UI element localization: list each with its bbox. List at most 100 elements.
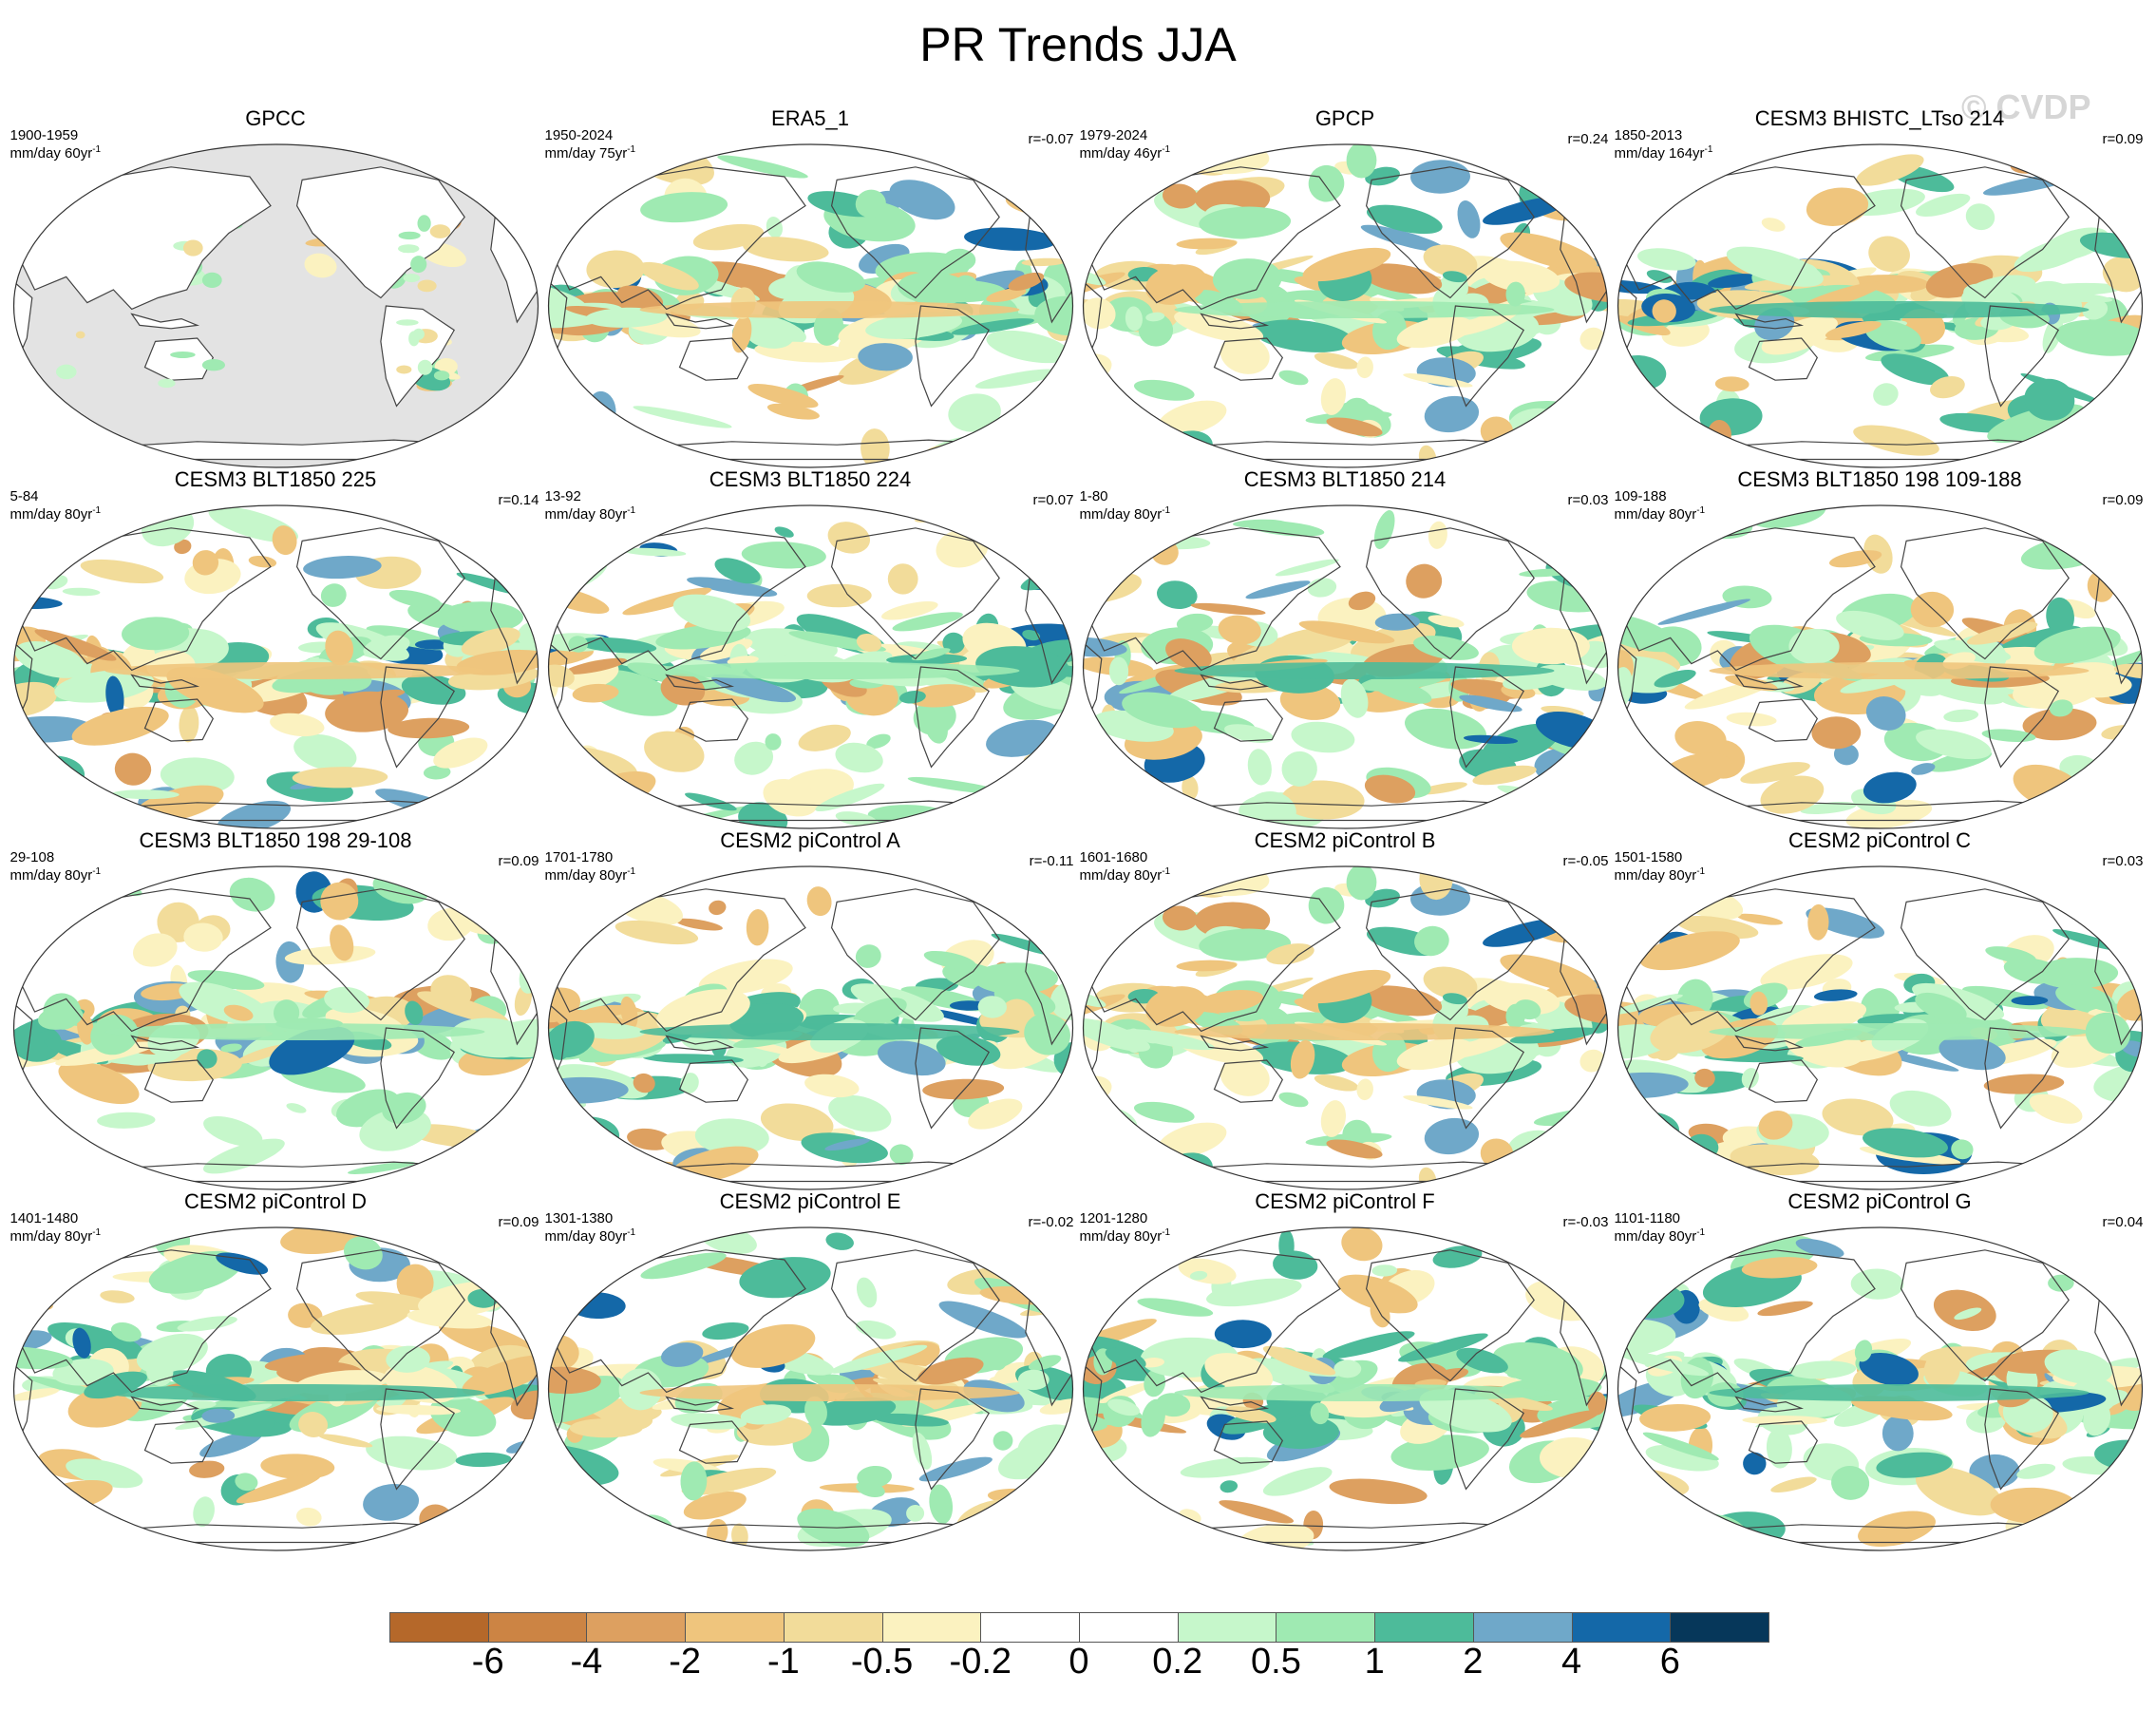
coastline bbox=[678, 337, 748, 381]
colorbar-tick-label: 2 bbox=[1463, 1642, 1484, 1682]
trend-blob bbox=[1642, 1432, 1719, 1461]
trend-blob bbox=[417, 359, 432, 375]
units-text: mm/day 60yr bbox=[9, 145, 93, 162]
trend-blob bbox=[1852, 425, 1939, 456]
map-border bbox=[1082, 143, 1608, 468]
trend-blob bbox=[37, 1004, 83, 1030]
panel-title: CESM3 BHISTC_LTso 214 bbox=[1754, 106, 2005, 130]
trend-blob bbox=[385, 1345, 430, 1373]
trend-blob bbox=[96, 1112, 155, 1129]
trend-blob bbox=[1428, 615, 1465, 628]
trend-blob bbox=[293, 733, 356, 771]
trend-blob bbox=[1019, 1161, 1069, 1188]
trend-blob bbox=[497, 527, 538, 557]
colorbar-swatch bbox=[1472, 1612, 1573, 1643]
units-text: mm/day 80yr bbox=[1614, 867, 1697, 884]
panel-title: CESM3 BLT1850 214 bbox=[1243, 467, 1447, 491]
trend-blob bbox=[1480, 1527, 1561, 1550]
panel-title: CESM3 BLT1850 224 bbox=[709, 467, 912, 491]
trend-blob bbox=[1402, 373, 1473, 388]
panel-units: mm/day 80yr-1 bbox=[1615, 866, 1706, 884]
world-map bbox=[1617, 143, 2143, 468]
trend-blob bbox=[1857, 1511, 1936, 1548]
trend-blob bbox=[1020, 559, 1072, 591]
map-border bbox=[1082, 504, 1608, 829]
trend-blob bbox=[1218, 1500, 1294, 1524]
trend-blob bbox=[302, 556, 382, 580]
map-panel: CESM3 BLT1850 224 13-92 mm/day 80yr-1 r=0.0… bbox=[543, 467, 1078, 829]
trend-blob bbox=[324, 691, 408, 732]
colorbar-swatch bbox=[1177, 1612, 1277, 1643]
trend-blob bbox=[860, 428, 890, 467]
trend-blob bbox=[1003, 884, 1031, 893]
trend-blob bbox=[740, 1404, 791, 1425]
trend-blob bbox=[887, 563, 918, 595]
trend-blob bbox=[1984, 946, 2036, 964]
itcz-band bbox=[1174, 301, 1554, 318]
trend-blob bbox=[1726, 246, 1824, 287]
coastline bbox=[664, 674, 734, 691]
trend-blob bbox=[417, 215, 431, 232]
trend-blob bbox=[1499, 954, 1598, 994]
trend-blob bbox=[215, 1252, 268, 1275]
coastline bbox=[1900, 527, 2070, 660]
trend-blob bbox=[1275, 559, 1339, 577]
coastline bbox=[1199, 674, 1269, 691]
panel-title: CESM2 piControl D bbox=[184, 1189, 367, 1213]
coastline bbox=[914, 1388, 990, 1491]
coastline bbox=[17, 888, 272, 1033]
trend-blob bbox=[1875, 1452, 1952, 1478]
panel-period: 29-108 bbox=[9, 849, 55, 865]
units-exponent: -1 bbox=[627, 1227, 636, 1238]
trend-blob bbox=[1759, 954, 1853, 990]
trend-blob bbox=[114, 752, 151, 786]
trend-blob bbox=[985, 330, 1070, 364]
trend-blob bbox=[1652, 299, 1676, 323]
trend-blob bbox=[921, 1078, 1004, 1100]
trend-blob bbox=[200, 1408, 235, 1423]
trend-blob bbox=[1106, 1398, 1140, 1416]
coastline bbox=[1621, 527, 1876, 672]
trend-blob bbox=[1051, 530, 1072, 561]
trend-blob bbox=[1364, 888, 1400, 908]
colorbar-tick-label: 4 bbox=[1560, 1642, 1582, 1682]
trend-blob bbox=[674, 918, 723, 931]
trend-blob bbox=[727, 656, 759, 666]
colorbar-tick-label: -2 bbox=[669, 1642, 702, 1682]
trend-blob bbox=[456, 649, 538, 675]
panel-correlation: r=-0.05 bbox=[1562, 853, 1609, 869]
coastline bbox=[1733, 1396, 1804, 1413]
trend-blob bbox=[872, 1413, 949, 1427]
trend-blob bbox=[1800, 801, 1857, 815]
trend-blob bbox=[1714, 376, 1749, 392]
trend-blob bbox=[182, 922, 223, 952]
panel-correlation: r=0.09 bbox=[498, 853, 539, 869]
trend-blob bbox=[1788, 1360, 1856, 1379]
trend-blob bbox=[319, 882, 358, 921]
world-map bbox=[12, 504, 539, 829]
panel-units: mm/day 80yr-1 bbox=[545, 1227, 636, 1245]
trend-blob bbox=[53, 670, 154, 703]
units-exponent: -1 bbox=[1162, 144, 1171, 155]
colorbar-swatch bbox=[1374, 1612, 1474, 1643]
trend-blob bbox=[2074, 1526, 2120, 1549]
trend-blob bbox=[1514, 999, 1541, 1020]
coastline bbox=[830, 1249, 1000, 1382]
trend-blob bbox=[639, 1252, 727, 1280]
trend-blob bbox=[1030, 1530, 1070, 1550]
trend-blob bbox=[548, 1366, 601, 1395]
trend-blob bbox=[110, 1322, 142, 1342]
trend-blob bbox=[75, 331, 85, 339]
map-border bbox=[12, 143, 539, 468]
units-text: mm/day 80yr bbox=[1079, 506, 1163, 523]
trend-blob bbox=[1950, 1139, 1974, 1160]
coastline bbox=[552, 1249, 806, 1394]
panel-period: 1401-1480 bbox=[9, 1210, 79, 1226]
trend-blob bbox=[1806, 187, 1868, 226]
world-map bbox=[547, 865, 1073, 1190]
trend-blob bbox=[684, 792, 737, 811]
trend-blob bbox=[192, 1496, 215, 1528]
trend-blob bbox=[388, 589, 442, 609]
trend-blob bbox=[1244, 520, 1324, 537]
trend-blob bbox=[169, 351, 196, 358]
